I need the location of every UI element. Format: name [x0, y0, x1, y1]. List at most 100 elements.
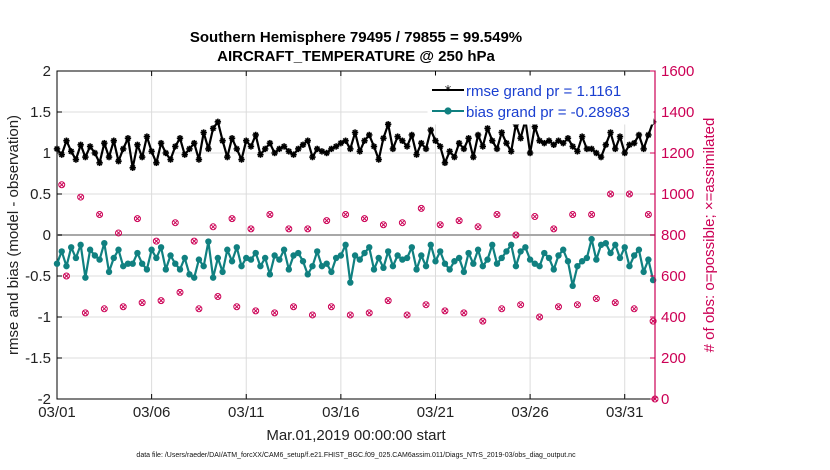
- obs-count-point: [214, 293, 222, 300]
- obs-possible-circle: [290, 303, 298, 311]
- rmse-point: [238, 156, 245, 163]
- bias-point: [437, 248, 444, 255]
- rmse-star-stroke: [125, 135, 131, 142]
- y-right-tick-label: 1000: [661, 186, 694, 203]
- rmse-star-stroke: [342, 137, 349, 144]
- obs-possible-circle: [493, 211, 501, 218]
- obs-possible-circle: [100, 305, 108, 313]
- bias-point: [200, 262, 207, 270]
- rmse-point: [86, 143, 94, 150]
- obs-assimilated-x: [646, 212, 651, 217]
- bias-point: [252, 249, 259, 257]
- obs-count-point: [607, 190, 615, 198]
- obs-possible-circle: [625, 190, 633, 198]
- bias-point: [512, 262, 520, 270]
- bias-point: [157, 244, 165, 251]
- bias-point: [536, 262, 543, 270]
- rmse-point: [460, 145, 468, 153]
- bias-point: [460, 268, 468, 276]
- bias-point: [403, 254, 411, 262]
- obs-possible-circle: [607, 190, 615, 198]
- obs-assimilated-x: [627, 191, 632, 197]
- obs-assimilated-x: [324, 218, 330, 224]
- obs-count-point: [62, 272, 70, 280]
- obs-possible-circle: [195, 305, 203, 313]
- obs-assimilated-x: [101, 306, 107, 312]
- rmse-star-stroke: [200, 129, 207, 136]
- chart-title-line2: AIRCRAFT_TEMPERATURE @ 250 hPa: [217, 48, 495, 65]
- rmse-point: [266, 139, 274, 147]
- rmse-point: [455, 139, 463, 147]
- bias-point: [304, 271, 311, 278]
- obs-possible-circle: [554, 303, 562, 311]
- rmse-point: [290, 151, 297, 158]
- rmse-point: [252, 131, 259, 139]
- rmse-point: [153, 159, 160, 167]
- rmse-star-stroke: [527, 150, 533, 156]
- rmse-point: [295, 145, 302, 153]
- bias-point: [271, 252, 278, 259]
- rmse-point: [418, 139, 425, 147]
- rmse-star-stroke: [418, 140, 425, 147]
- bias-point: [375, 254, 382, 262]
- rmse-point: [470, 153, 477, 161]
- bias-point: [522, 244, 529, 251]
- obs-assimilated-x: [494, 212, 500, 217]
- rmse-point: [228, 135, 236, 142]
- rmse-point: [167, 156, 174, 163]
- bias-point: [593, 256, 600, 263]
- obs-count-point: [346, 311, 354, 319]
- obs-count-point: [455, 217, 463, 225]
- rmse-point: [370, 143, 378, 150]
- rmse-star-stroke: [82, 154, 89, 160]
- bias-point: [507, 241, 515, 249]
- obs-count-point: [625, 190, 633, 198]
- rmse-star-stroke: [262, 146, 269, 152]
- obs-possible-circle: [536, 313, 544, 321]
- rmse-point: [498, 129, 505, 136]
- rmse-point: [441, 159, 449, 167]
- rmse-point: [465, 135, 472, 142]
- rmse-star-stroke: [640, 146, 647, 152]
- bias-point: [427, 241, 434, 249]
- bias-point: [498, 254, 505, 262]
- rmse-star-stroke: [574, 148, 581, 155]
- obs-assimilated-x: [215, 294, 221, 299]
- rmse-point: [489, 137, 496, 144]
- rmse-star-stroke: [442, 159, 448, 166]
- obs-possible-circle: [474, 223, 482, 231]
- bias-point: [115, 246, 122, 253]
- bias-point: [96, 256, 103, 263]
- chart-title-line1: Southern Hemisphere 79495 / 79855 = 99.5…: [190, 29, 522, 46]
- rmse-point: [77, 141, 84, 148]
- obs-count-point: [422, 301, 430, 309]
- bias-point: [588, 235, 595, 243]
- rmse-star-stroke: [68, 148, 75, 155]
- rmse-star-stroke: [461, 146, 467, 152]
- bias-point: [299, 258, 307, 265]
- rmse-star-stroke: [285, 148, 292, 155]
- obs-count-point: [569, 211, 577, 218]
- x-tick-label: 03/11: [228, 404, 264, 421]
- rmse-point: [394, 133, 401, 140]
- obs-count-point: [460, 309, 468, 317]
- bias-point: [602, 240, 609, 247]
- obs-count-point: [247, 225, 255, 233]
- obs-possible-circle: [252, 307, 260, 315]
- rmse-point: [451, 153, 458, 161]
- rmse-point: [309, 153, 316, 161]
- rmse-point: [380, 135, 387, 142]
- bias-point: [370, 266, 378, 273]
- obs-possible-circle: [512, 231, 520, 239]
- obs-count-point: [342, 211, 350, 218]
- obs-possible-circle: [342, 211, 350, 218]
- rmse-star-stroke: [508, 148, 515, 155]
- rmse-point: [219, 137, 226, 144]
- rmse-star-stroke: [456, 140, 463, 147]
- y-axis-label: rmse and bias (model - observation): [5, 115, 22, 355]
- bias-point: [124, 260, 132, 267]
- obs-possible-circle: [498, 305, 506, 313]
- bias-point: [238, 262, 245, 270]
- rmse-star-stroke: [484, 125, 491, 132]
- obs-assimilated-x: [97, 212, 102, 217]
